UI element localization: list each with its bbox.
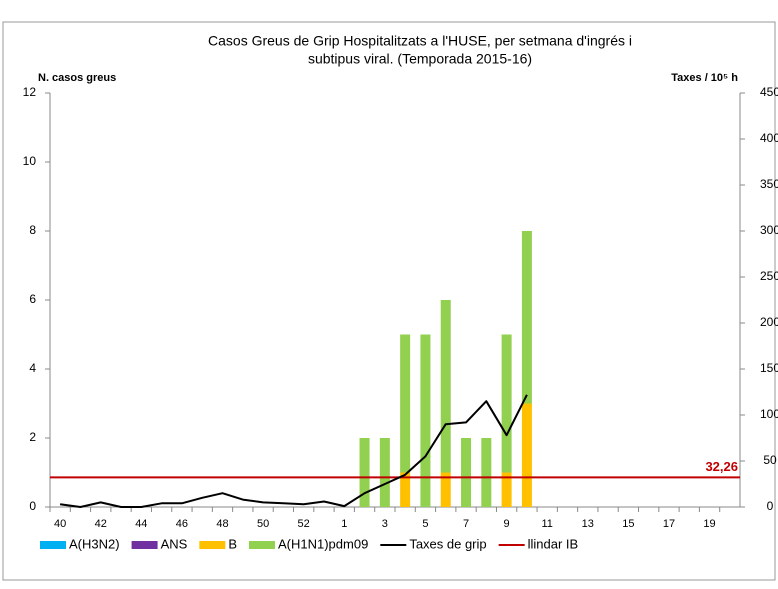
- y2-axis-label: Taxes / 10⁵ h: [671, 72, 738, 84]
- y2-tick-label: 350: [760, 177, 778, 191]
- legend-label: ANS: [161, 536, 188, 551]
- x-tick-label: 7: [463, 518, 469, 530]
- legend-label: A(H1N1)pdm09: [278, 536, 368, 551]
- legend-swatch: [40, 541, 66, 549]
- x-tick-label: 13: [582, 518, 594, 530]
- x-tick-label: 52: [298, 518, 310, 530]
- y-tick-label: 6: [29, 292, 36, 306]
- y2-tick-label: 300: [760, 223, 778, 237]
- bar: [359, 438, 370, 507]
- x-tick-label: 5: [422, 518, 428, 530]
- bar: [501, 472, 512, 507]
- y-tick-label: 12: [23, 85, 37, 99]
- x-tick-label: 44: [135, 518, 147, 530]
- y2-tick-label: 0: [767, 499, 774, 513]
- line: [59, 394, 528, 508]
- bar: [521, 231, 532, 404]
- bar: [440, 300, 451, 473]
- threshold-label: 32,26: [705, 459, 738, 474]
- x-tick-label: 40: [54, 518, 66, 530]
- x-tick-label: 50: [257, 518, 269, 530]
- legend-label: Taxes de grip: [409, 536, 486, 551]
- x-tick-label: 19: [703, 518, 715, 530]
- legend-label: A(H3N2): [69, 536, 120, 551]
- y2-tick-label: 400: [760, 131, 778, 145]
- legend-swatch: [131, 541, 158, 549]
- x-tick-label: 42: [95, 518, 107, 530]
- bar: [420, 334, 431, 507]
- bar: [379, 438, 390, 507]
- x-tick-label: 15: [622, 518, 634, 530]
- x-tick-label: 1: [341, 518, 347, 530]
- y-tick-label: 2: [29, 430, 36, 444]
- chart-title: Casos Greus de Grip Hospitalitzats a l'H…: [208, 33, 632, 49]
- chart-title: subtipus viral. (Temporada 2015-16): [308, 51, 532, 67]
- x-tick-label: 3: [382, 518, 388, 530]
- x-tick-label: 11: [541, 518, 552, 530]
- legend-swatch: [248, 541, 275, 549]
- bar: [461, 438, 472, 507]
- legend-swatch: [199, 541, 226, 549]
- legend-label: B: [228, 536, 237, 551]
- legend-label: llindar IB: [528, 536, 579, 551]
- y2-tick-label: 250: [760, 269, 778, 283]
- y2-tick-label: 450: [760, 85, 778, 99]
- bar: [400, 334, 411, 473]
- bar: [481, 438, 492, 507]
- bar: [501, 334, 512, 473]
- y-tick-label: 0: [29, 499, 36, 513]
- bar: [521, 403, 532, 507]
- x-tick-label: 9: [504, 518, 510, 530]
- y2-tick-label: 150: [760, 361, 778, 375]
- y2-tick-label: 200: [760, 315, 778, 329]
- y-tick-label: 4: [29, 361, 36, 375]
- y2-tick-label: 50: [763, 453, 777, 467]
- y-tick-label: 8: [29, 223, 36, 237]
- bar: [400, 472, 411, 507]
- y2-tick-label: 100: [760, 407, 778, 421]
- x-tick-label: 46: [176, 518, 188, 530]
- x-tick-label: 17: [663, 518, 675, 530]
- y-tick-label: 10: [23, 154, 37, 168]
- bar: [440, 472, 451, 507]
- x-tick-label: 48: [216, 518, 228, 530]
- y-axis-label: N. casos greus: [38, 72, 116, 84]
